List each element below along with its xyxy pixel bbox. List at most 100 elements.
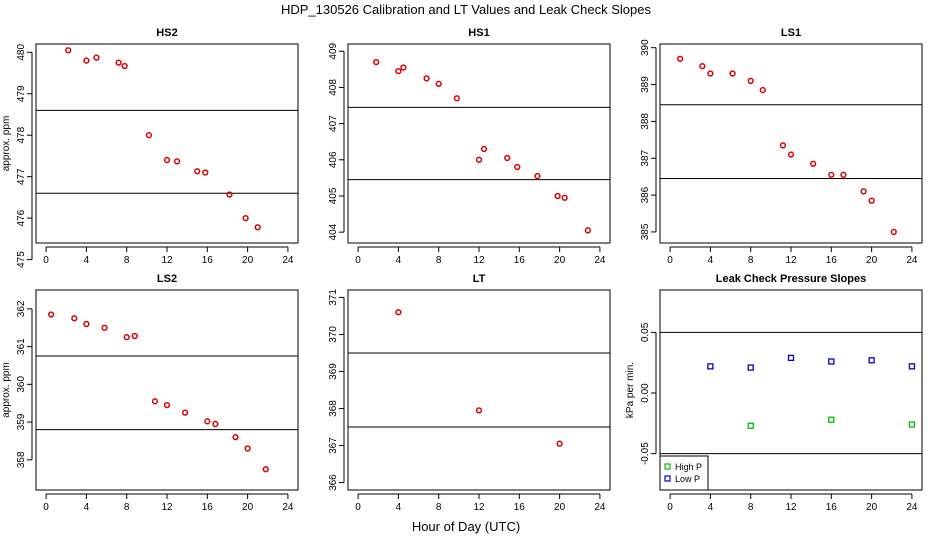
y-tick-label-hs2: 475 (16, 251, 27, 268)
data-point (212, 420, 219, 428)
data-point (121, 62, 128, 70)
x-tick-label-leak: 12 (785, 502, 797, 513)
x-tick-label-hs2: 20 (242, 255, 254, 266)
x-tick-label-lt: 16 (514, 502, 526, 513)
data-point (810, 160, 817, 167)
data-point (232, 434, 239, 441)
y-tick-label-ls1: 386 (640, 186, 651, 203)
x-tick-label-hs1: 20 (554, 255, 566, 266)
data-point (202, 169, 209, 176)
plot-frame-ls1 (659, 43, 923, 244)
y-tick-label-ls2: 362 (16, 300, 27, 317)
data-point (707, 70, 714, 77)
x-tick-label-ls1: 8 (748, 255, 754, 266)
data-point (480, 145, 488, 153)
data-point (115, 59, 122, 66)
legend-marker-high-p (664, 463, 671, 470)
data-point (475, 156, 483, 163)
data-point (131, 332, 138, 340)
data-point (868, 197, 875, 204)
y-tick-label-hs1: 404 (328, 223, 339, 240)
data-point (145, 132, 153, 139)
points-leak (707, 354, 916, 429)
data-point (373, 58, 380, 66)
data-point (584, 227, 591, 234)
data-point (475, 407, 483, 414)
x-tick-label-ls1: 0 (667, 255, 673, 266)
y-tick-label-hs1: 407 (328, 115, 339, 132)
panel-title-hs2: HS2 (156, 27, 177, 39)
plot-frame-lt (347, 289, 611, 491)
data-point (101, 324, 108, 331)
y-tick-label-hs2: 478 (16, 126, 27, 143)
data-point (93, 54, 100, 61)
data-point (453, 95, 460, 102)
y-tick-label-hs1: 406 (328, 151, 339, 168)
x-tick-label-lt: 24 (594, 502, 606, 513)
y-tick-label-lt: 367 (328, 437, 339, 454)
points-hs1 (373, 58, 591, 234)
x-tick-label-leak: 0 (667, 502, 673, 513)
y-tick-label-lt: 366 (328, 474, 339, 491)
plot-frame-hs1 (347, 43, 611, 244)
data-point-high-p (908, 421, 916, 428)
x-tick-label-leak: 24 (906, 502, 918, 513)
x-tick-label-hs1: 0 (355, 255, 361, 266)
points-ls1 (677, 55, 897, 236)
panel-ls1: LS1 0 4 8 12 16 20 24 385 386 387 388 389 390 (640, 27, 923, 266)
data-point (395, 309, 402, 316)
data-point-low-p (787, 354, 795, 362)
y-tick-label-ls2: 361 (16, 338, 27, 355)
data-point (890, 228, 897, 236)
y-tick-label-ls1: 389 (640, 76, 651, 93)
y-tick-label-lt: 369 (328, 363, 339, 380)
points-hs2 (65, 47, 261, 231)
y-tick-label-ls1: 385 (640, 223, 651, 240)
data-point (556, 440, 563, 447)
y-tick-label-leak: 0.00 (640, 383, 651, 403)
x-tick-label-leak: 16 (826, 502, 838, 513)
plot-frame-ls2 (35, 289, 299, 491)
y-tick-label-ls1: 388 (640, 113, 651, 130)
y-tick-label-hs1: 409 (328, 42, 339, 59)
legend: High P Low P (659, 455, 709, 491)
x-tick-label-lt: 4 (396, 502, 402, 513)
legend-box (659, 455, 709, 491)
x-axis-label: Hour of Day (UTC) (412, 519, 520, 534)
data-point (163, 156, 171, 164)
x-tick-label-ls1: 12 (785, 255, 797, 266)
data-point (504, 154, 511, 162)
x-tick-label-hs2: 24 (282, 255, 294, 266)
y-tick-label-lt: 370 (328, 326, 339, 343)
x-tick-label-ls1: 24 (906, 255, 918, 266)
panel-title-hs1: HS1 (468, 27, 489, 39)
panel-hs2: HS2 0 4 8 12 16 20 24 475 476 477 478 479 480 approx. … (1, 27, 299, 268)
legend-label-low-p: Low P (675, 474, 700, 484)
x-tick-label-hs1: 12 (473, 255, 485, 266)
y-tick-label-hs2: 480 (16, 44, 27, 61)
data-point (699, 62, 706, 70)
x-tick-label-leak: 8 (748, 502, 754, 513)
panel-lt: LT 0 4 8 12 16 20 24 366 367 368 369 370 371 (328, 273, 611, 513)
panel-ls2: LS2 0 4 8 12 16 20 24 358 359 360 361 362 approx. ppm (1, 273, 299, 513)
data-point-low-p (828, 358, 835, 365)
y-tick-label-hs1: 405 (328, 187, 339, 204)
x-tick-label-hs2: 8 (124, 255, 130, 266)
x-tick-label-ls2: 24 (282, 502, 294, 513)
x-tick-label-hs2: 12 (161, 255, 173, 266)
data-point-low-p (707, 363, 714, 370)
y-axis-label-hs2: approx. ppm (1, 116, 12, 172)
figure-title: HDP_130526 Calibration and LT Values and… (281, 2, 652, 17)
y-tick-label-leak: -0.05 (640, 442, 651, 465)
y-tick-label-hs2: 477 (16, 168, 27, 185)
y-tick-label-leak: 0.05 (640, 322, 651, 342)
data-point (395, 67, 402, 75)
x-tick-label-leak: 4 (708, 502, 714, 513)
x-tick-label-ls2: 4 (84, 502, 90, 513)
data-point (828, 171, 835, 178)
y-axis-label-leak: kPa per min. (625, 362, 636, 418)
panel-title-ls2: LS2 (157, 273, 177, 285)
